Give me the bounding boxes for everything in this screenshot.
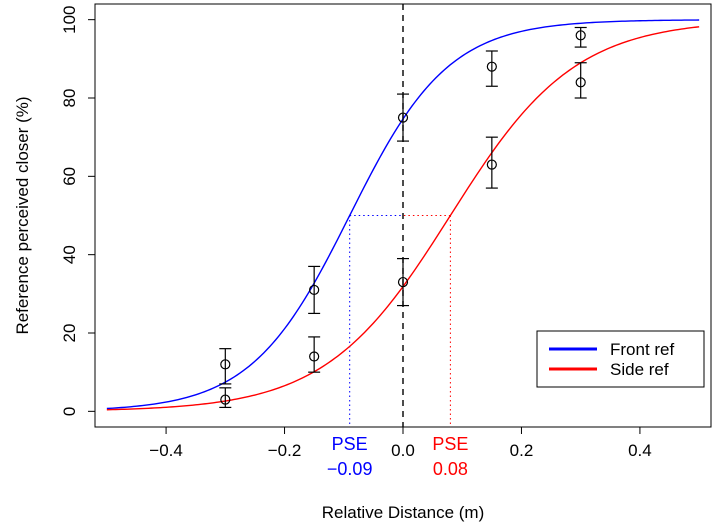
pse-value-front-ref: −0.09 — [327, 459, 373, 479]
data-point-side-ref — [575, 77, 586, 88]
x-tick-label: 0.4 — [628, 441, 652, 460]
data-point-front-ref — [575, 30, 586, 41]
pse-guides — [349, 215, 451, 427]
legend-box — [536, 330, 705, 388]
data-point-side-ref — [220, 394, 231, 405]
y-tick-label: 20 — [60, 324, 79, 343]
data-point-front-ref — [220, 359, 231, 370]
pse-label-side-ref: PSE — [432, 434, 468, 454]
pse-labels: PSE −0.09 PSE 0.08 — [327, 434, 468, 479]
pse-label-front-ref: PSE — [332, 434, 368, 454]
y-tick-label: 100 — [60, 5, 79, 33]
data-point-side-ref — [486, 159, 497, 170]
x-axis-title: Relative Distance (m) — [322, 503, 485, 522]
y-tick-label: 40 — [60, 245, 79, 264]
data-point-front-ref — [486, 61, 497, 72]
x-tick-label: −0.4 — [149, 441, 183, 460]
data-point-front-ref — [397, 112, 409, 123]
data-point-front-ref — [309, 284, 320, 296]
legend-label-front-ref: Front ref — [610, 340, 675, 359]
legend-label-side-ref: Side ref — [610, 360, 669, 379]
y-axis-title: Reference perceived closer (%) — [13, 96, 32, 334]
y-tick-label: 80 — [60, 89, 79, 108]
x-tick-label: −0.2 — [268, 441, 302, 460]
x-tick-label: 0.0 — [391, 441, 415, 460]
axes: −0.4 −0.2 0.0 0.2 0.4 0 20 40 60 80 100 — [60, 5, 652, 460]
data-points — [219, 26, 587, 409]
pse-value-side-ref: 0.08 — [433, 459, 468, 479]
data-point-side-ref — [309, 351, 320, 362]
x-tick-label: 0.2 — [510, 441, 534, 460]
data-point-side-ref — [397, 276, 409, 288]
y-tick-label: 0 — [60, 407, 79, 416]
y-tick-label: 60 — [60, 167, 79, 186]
